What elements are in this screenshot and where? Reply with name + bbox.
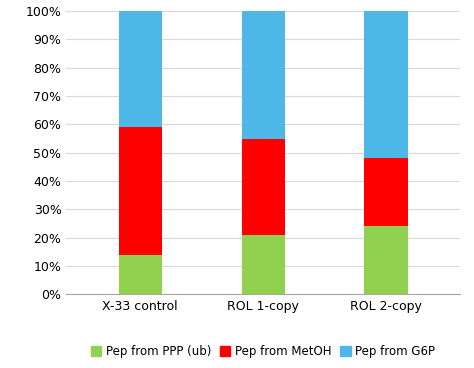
Bar — [118, 11, 162, 127]
Bar — [242, 235, 284, 294]
Legend: Pep from PPP (ub), Pep from MetOH, Pep from G6P: Pep from PPP (ub), Pep from MetOH, Pep f… — [86, 340, 440, 362]
Bar — [118, 255, 162, 294]
Bar — [242, 11, 284, 139]
Bar — [365, 158, 408, 226]
Bar — [365, 226, 408, 294]
Bar — [242, 138, 284, 235]
Bar — [365, 11, 408, 158]
Bar — [118, 127, 162, 255]
